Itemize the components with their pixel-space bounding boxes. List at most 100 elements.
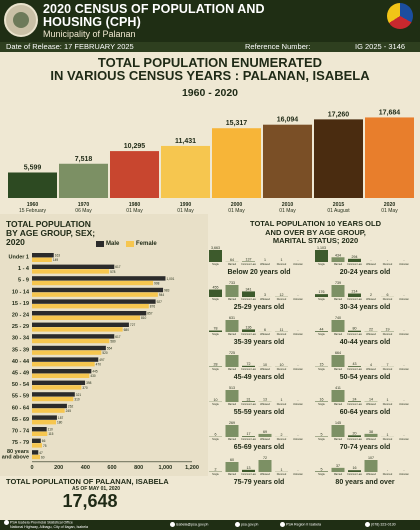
age-label: 45 - 49 — [12, 371, 29, 377]
marital-category: Widowed — [260, 438, 271, 441]
marital-value: 10 — [280, 363, 284, 367]
marital-category: Divorced — [383, 263, 393, 266]
footer-facebook[interactable]: PSA Region II Isabela — [280, 522, 321, 527]
marital-category: Unknown — [293, 403, 304, 406]
marital-category: Unknown — [293, 263, 304, 266]
footer-address: National Highway, Alibagu, City of Ilaga… — [10, 525, 89, 529]
marital-category: Common Law — [241, 403, 256, 406]
male-bar — [32, 276, 166, 281]
marital-category: Divorced — [277, 473, 287, 476]
male-value: 497 — [99, 358, 105, 362]
male-value: 617 — [115, 335, 121, 339]
marital-bar — [348, 293, 361, 297]
marital-category: Unknown — [399, 298, 410, 301]
marital-category: Divorced — [383, 298, 393, 301]
info-bar: Date of Release: 17 FEBRUARY 2025 Refere… — [0, 42, 420, 52]
marital-category: Divorced — [383, 333, 393, 336]
marital-group-label: 50-54 years old — [339, 374, 391, 381]
marital-category: Single — [318, 473, 325, 476]
male-value: 983 — [164, 288, 170, 292]
years-range: 1960 - 2020 — [181, 87, 239, 99]
male-bar — [32, 311, 147, 316]
marital-bar — [225, 390, 239, 402]
female-value: 680 — [124, 328, 130, 332]
marital-mini-chart: 455 Single 733 Married 341 Common Law 3Widowed… — [209, 281, 304, 301]
marital-category: Married — [228, 438, 237, 441]
marital-group-label: 60-64 years old — [339, 409, 391, 416]
marital-bar — [331, 390, 345, 402]
marital-title-line2: AND OVER BY AGE GROUP, — [265, 227, 366, 237]
facebook-icon — [280, 522, 285, 527]
census-title: 2020 CENSUS OF POPULATION AND HOUSING (C… — [43, 3, 373, 29]
age-label: Under 1 — [9, 255, 29, 261]
marital-category: Widowed — [366, 298, 377, 301]
marital-category: Single — [212, 403, 219, 406]
age-label: 35 - 39 — [12, 347, 29, 353]
marital-category: Widowed — [366, 333, 377, 336]
age-label: 80 years and above — [2, 449, 29, 461]
marital-category: Widowed — [260, 368, 271, 371]
marital-value: 78 — [214, 327, 218, 331]
marital-category: Common Law — [241, 438, 256, 441]
footer-website[interactable]: psa.gov.ph — [235, 522, 258, 527]
female-bar — [32, 362, 95, 367]
male-value: 110 — [48, 428, 53, 432]
male-bar — [32, 287, 164, 293]
marital-bar — [348, 330, 361, 332]
female-value: 75 — [43, 444, 47, 448]
marital-value: 1 — [281, 258, 283, 262]
female-value: 245 — [66, 409, 72, 413]
marital-value: 3 — [264, 293, 266, 297]
year-label: 2000 — [231, 202, 243, 208]
marital-category: Unknown — [293, 333, 304, 336]
x-tick-label: 1,000 — [158, 465, 172, 471]
marital-value: - — [403, 258, 405, 262]
marital-bar — [242, 365, 255, 367]
date-label: 01 May — [381, 208, 398, 214]
male-bar — [32, 392, 75, 397]
age-label-line: 80 years — [7, 449, 29, 455]
year-label: 1970 — [78, 202, 90, 208]
age-label: 5 - 9 — [18, 278, 29, 284]
year-bar-value: 17,684 — [379, 109, 401, 116]
marital-value: 137 — [246, 258, 252, 262]
female-bar — [32, 338, 110, 344]
municipality-name: Municipality of Palanan — [43, 29, 136, 39]
female-bar — [32, 292, 158, 297]
marital-group: 5 Single 145 Married 20 Common Law 38 Widowed 1 D… — [313, 419, 417, 453]
marital-value: - — [297, 468, 299, 472]
female-bar — [32, 443, 42, 448]
footer-email[interactable]: isabela@psa.gov.ph — [170, 522, 208, 527]
legend-female-label: Female — [136, 241, 157, 247]
mail-icon — [170, 522, 175, 527]
legend-male-label: Male — [106, 241, 120, 247]
pyramid-legend: Male Female — [96, 241, 157, 248]
marital-bar — [315, 471, 328, 472]
male-bar — [32, 264, 115, 269]
marital-value: 2 — [370, 293, 372, 297]
marital-bar — [242, 291, 255, 297]
male-value: 445 — [92, 370, 98, 374]
marital-category: Common Law — [347, 438, 362, 441]
male-value: 857 — [147, 312, 153, 316]
marital-value: 16 — [353, 466, 357, 470]
total-subtitle: AS OF MAY 01, 2020 — [72, 486, 121, 492]
marital-group-label: 30-34 years old — [339, 304, 391, 311]
marital-bar — [331, 425, 345, 437]
male-bar — [32, 357, 99, 362]
female-value: 578 — [110, 270, 116, 274]
census-title-line2: HOUSING (CPH) — [43, 15, 141, 29]
pyramid-title-line2: BY AGE GROUP, SEX; 2020 — [6, 228, 96, 247]
marital-group-label: 70-74 years old — [339, 444, 391, 451]
female-value: 876 — [150, 305, 156, 309]
year-label: 1990 — [180, 202, 192, 208]
marital-group: 44 Single 740 Married 80 Common Law 22 Widowed 1… — [313, 314, 417, 348]
male-bar — [32, 427, 47, 432]
marital-value: 5 — [321, 433, 323, 437]
male-bar — [32, 438, 41, 443]
male-value: 554 — [107, 346, 113, 350]
marital-bar — [348, 435, 361, 437]
female-bar — [32, 350, 102, 355]
